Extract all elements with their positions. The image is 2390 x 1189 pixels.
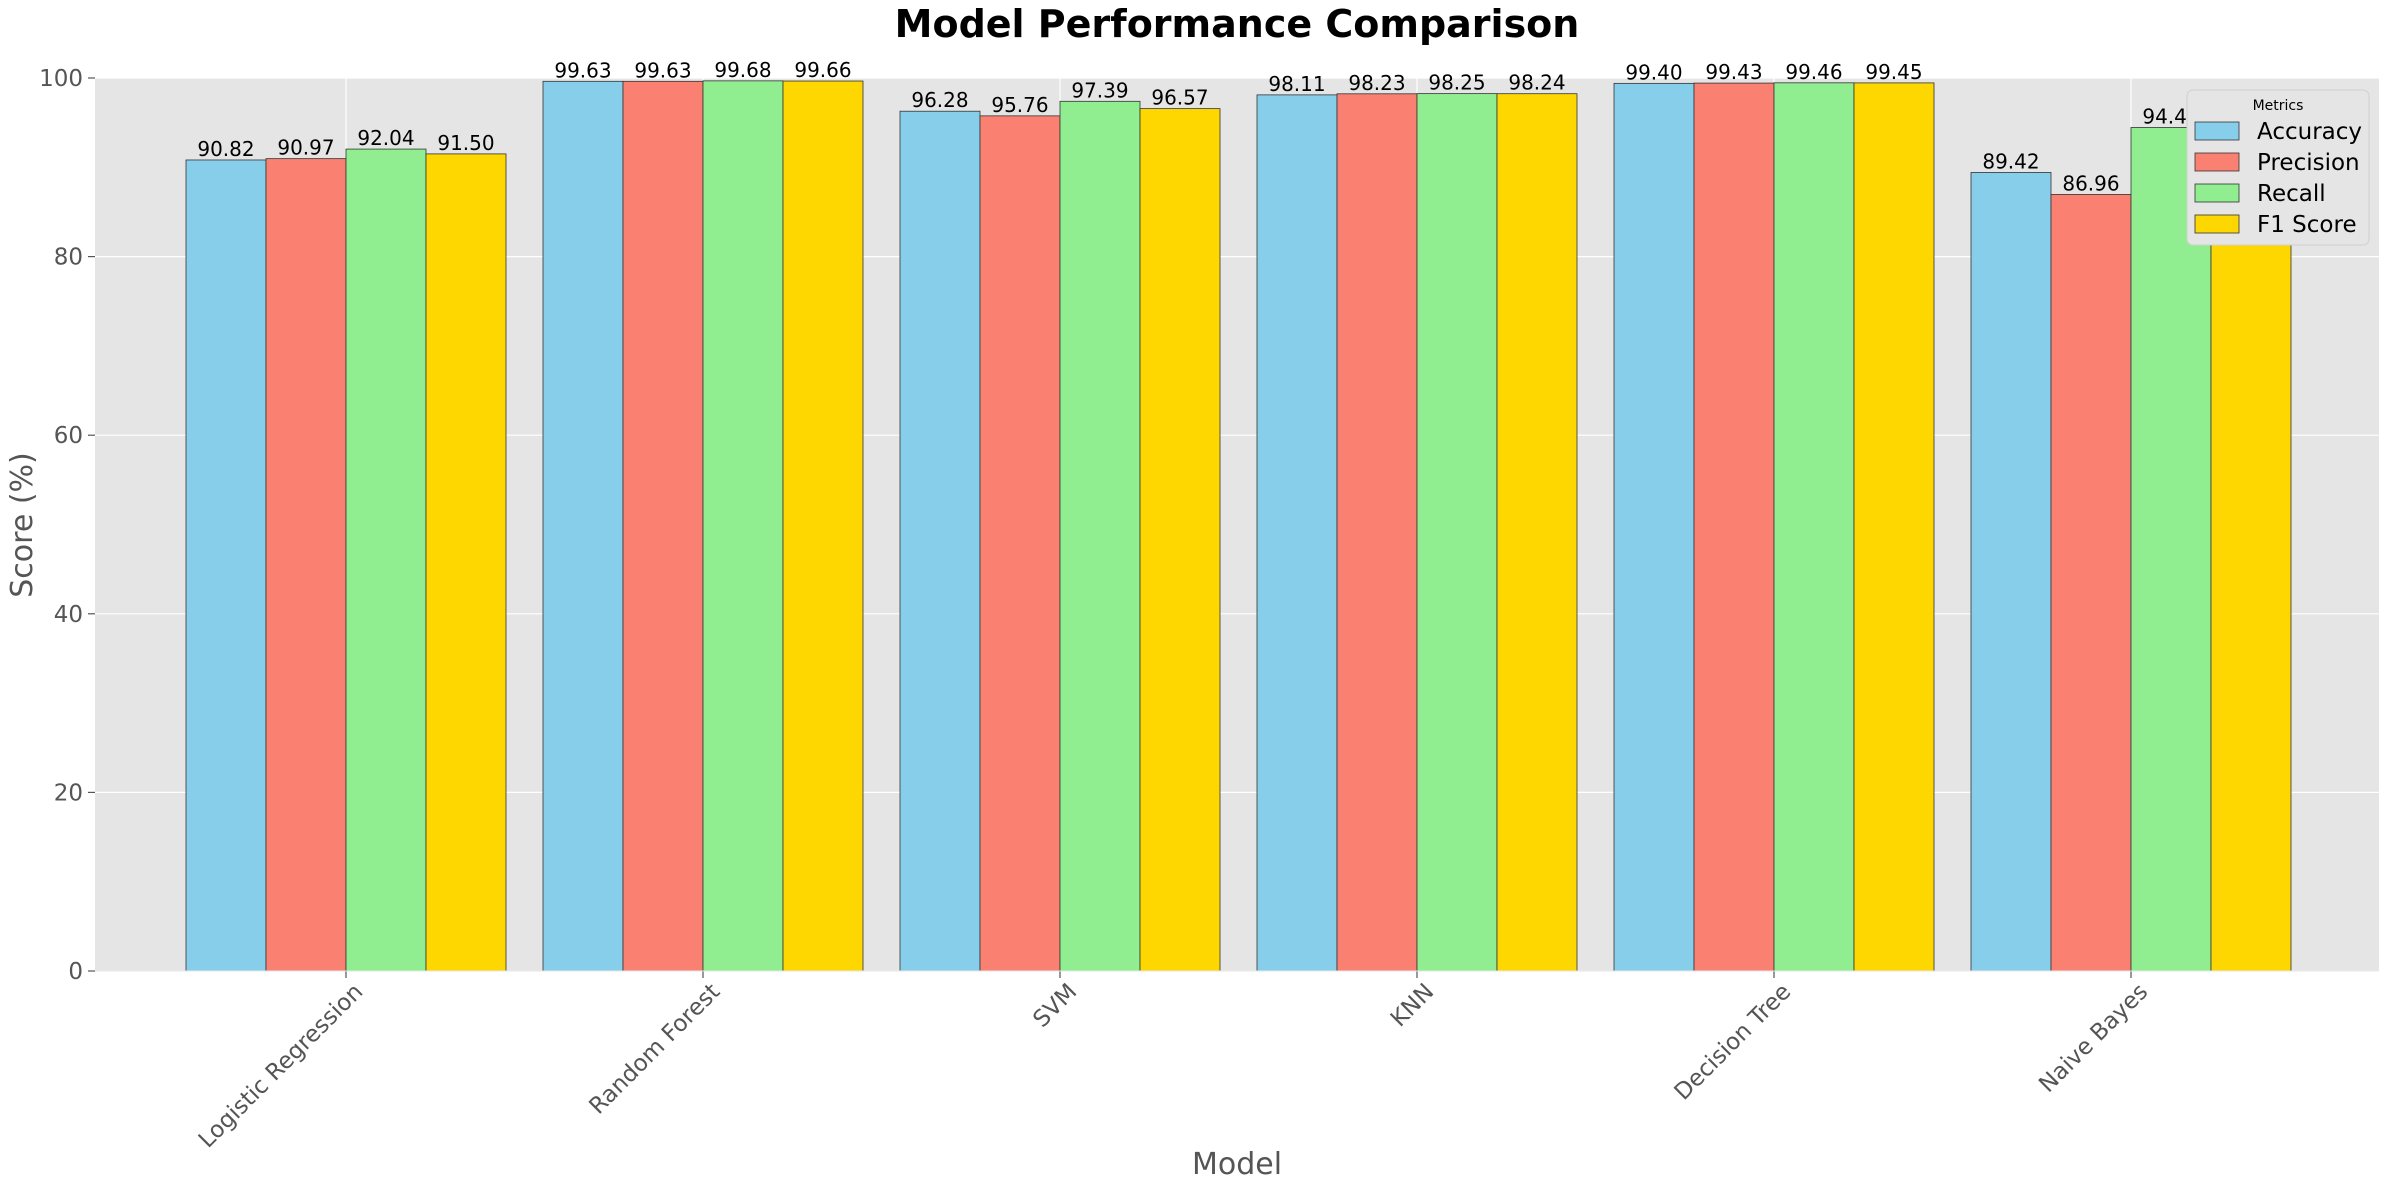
x-tick-label: Logistic Regression — [194, 979, 368, 1153]
y-tick-label: 60 — [54, 423, 83, 449]
legend-swatch — [2194, 214, 2240, 234]
bar — [1256, 94, 1338, 972]
data-label: 86.96 — [2062, 171, 2119, 195]
bar — [2130, 127, 2212, 972]
data-label: 99.63 — [554, 58, 611, 82]
x-axis-label: Model — [1192, 1147, 1282, 1182]
legend-label: Accuracy — [2257, 119, 2362, 145]
bar — [979, 115, 1061, 972]
legend-swatch — [2194, 121, 2240, 141]
bar — [1613, 82, 1695, 972]
bar — [265, 158, 347, 972]
x-tick-label: KNN — [1386, 979, 1439, 1032]
data-label: 99.43 — [1705, 60, 1762, 84]
bar — [702, 80, 784, 972]
data-label: 95.76 — [991, 93, 1048, 117]
data-label: 99.40 — [1625, 60, 1682, 84]
data-label: 99.66 — [794, 58, 851, 82]
bar — [1773, 82, 1855, 972]
bar — [622, 80, 704, 972]
data-label: 92.04 — [357, 126, 414, 150]
bar — [899, 110, 981, 972]
bar — [345, 148, 427, 972]
data-label: 90.97 — [277, 136, 334, 160]
bars — [185, 80, 2292, 972]
legend-items: Accuracy Precision Recall F1 Score — [2194, 119, 2362, 238]
y-tick-label: 0 — [68, 959, 83, 985]
data-label: 91.50 — [437, 131, 494, 155]
data-label: 99.68 — [714, 58, 771, 82]
data-label: 96.57 — [1151, 86, 1208, 110]
legend-label: Recall — [2257, 181, 2326, 207]
bar — [2050, 194, 2132, 972]
data-label: 96.28 — [911, 88, 968, 112]
bar — [1416, 93, 1498, 972]
x-tick-label: Naive Bayes — [2034, 979, 2153, 1098]
x-tick-label: Random Forest — [584, 979, 725, 1120]
data-label: 99.45 — [1865, 60, 1922, 84]
data-label: 99.46 — [1785, 60, 1842, 84]
y-axis-label: Score (%) — [5, 452, 40, 597]
legend-label: Precision — [2257, 150, 2360, 176]
x-axis-ticks: Logistic Regression Random Forest SVM KNN De… — [95, 970, 2379, 1153]
y-tick-label: 100 — [39, 66, 83, 92]
bar — [1693, 82, 1775, 972]
chart-title: Model Performance Comparison — [895, 2, 1580, 46]
data-label: 90.82 — [197, 137, 254, 161]
data-labels: 90.82 90.97 92.04 91.50 99.63 99.63 99.68 99.66… — [197, 58, 2279, 196]
data-label: 99.63 — [634, 58, 691, 82]
bar — [1059, 100, 1141, 972]
x-tick-label: SVM — [1028, 979, 1082, 1033]
bar — [1336, 93, 1418, 972]
y-tick-label: 20 — [54, 780, 83, 806]
data-label: 98.24 — [1508, 71, 1565, 95]
data-label: 97.39 — [1071, 78, 1128, 102]
data-label: 98.25 — [1428, 71, 1485, 95]
legend-swatch — [2194, 152, 2240, 172]
bar — [782, 80, 864, 972]
legend-swatch — [2194, 183, 2240, 203]
data-label: 98.11 — [1268, 72, 1325, 96]
y-tick-label: 40 — [54, 602, 83, 628]
data-label: 98.23 — [1348, 71, 1405, 95]
bar — [1970, 172, 2052, 972]
bar — [1853, 82, 1935, 972]
legend: Metrics Accuracy Precision Recall F1 Score — [2186, 89, 2370, 246]
legend-title: Metrics — [2253, 98, 2304, 114]
bar — [2210, 161, 2292, 972]
legend-label: F1 Score — [2257, 212, 2357, 238]
bar — [185, 159, 267, 972]
bar — [425, 153, 507, 972]
data-label: 89.42 — [1982, 149, 2039, 173]
bar — [1496, 93, 1578, 972]
y-axis-ticks: 0 20 40 60 80 100 — [39, 66, 95, 985]
bar — [542, 80, 624, 972]
x-tick-label: Decision Tree — [1670, 979, 1797, 1106]
y-tick-label: 80 — [54, 245, 83, 271]
bar — [1139, 108, 1221, 972]
